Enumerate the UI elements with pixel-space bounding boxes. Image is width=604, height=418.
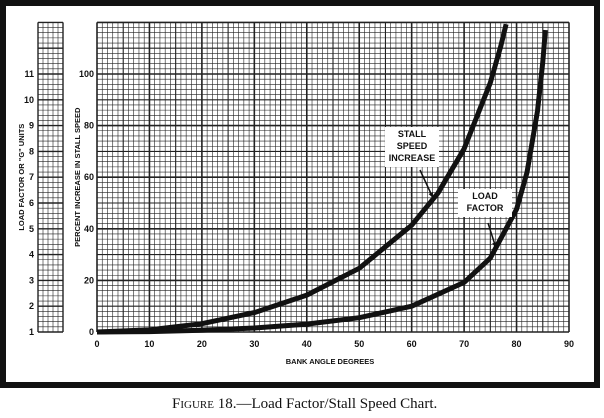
left-axis-title: LOAD FACTOR OR "G" UNITS [17, 124, 26, 231]
x-tick-label: 70 [459, 339, 469, 349]
y-tick-label: 60 [84, 172, 94, 182]
annotation-label: STALL [398, 129, 427, 139]
y-axis-title: PERCENT INCREASE IN STALL SPEED [73, 107, 82, 247]
annotation-label: INCREASE [389, 153, 436, 163]
left-tick-label: 4 [29, 250, 34, 260]
annotation-label: LOAD [472, 191, 498, 201]
x-tick-label: 40 [302, 339, 312, 349]
left-tick-label: 7 [29, 172, 34, 182]
annotation-label: FACTOR [467, 203, 504, 213]
left-tick-label: 8 [29, 146, 34, 156]
annotation-arrowhead [428, 192, 433, 198]
x-tick-label: 30 [249, 339, 259, 349]
y-tick-label: 0 [89, 327, 94, 337]
left-tick-label: 2 [29, 301, 34, 311]
x-axis-title: BANK ANGLE DEGREES [286, 357, 374, 366]
left-tick-label: 6 [29, 198, 34, 208]
y-tick-label: 100 [79, 69, 94, 79]
x-tick-label: 60 [407, 339, 417, 349]
caption-text: —Load Factor/Stall Speed Chart. [236, 396, 438, 412]
x-tick-label: 80 [512, 339, 522, 349]
x-tick-label: 20 [197, 339, 207, 349]
left-tick-label: 10 [24, 95, 34, 105]
annotation-box [385, 127, 439, 167]
series-line-stall-speed-increase [97, 23, 509, 335]
left-tick-label: 11 [24, 69, 34, 79]
annotation-box [458, 189, 512, 217]
left-tick-label: 3 [29, 275, 34, 285]
x-tick-label: 50 [354, 339, 364, 349]
series-line-load-factor [97, 29, 548, 335]
left-tick-label: 1 [29, 327, 34, 337]
annotation-arrowhead [492, 242, 497, 248]
y-tick-label: 40 [84, 224, 94, 234]
caption-prefix: Figure 18. [172, 396, 237, 412]
annotation-label: SPEED [397, 141, 428, 151]
x-tick-label: 90 [564, 339, 574, 349]
y-tick-label: 20 [84, 275, 94, 285]
left-tick-label: 9 [29, 121, 34, 131]
x-tick-label: 0 [94, 339, 99, 349]
figure-caption: Figure 18.—Load Factor/Stall Speed Chart… [172, 396, 437, 413]
y-tick-label: 80 [84, 121, 94, 131]
left-tick-label: 5 [29, 224, 34, 234]
x-tick-label: 10 [144, 339, 154, 349]
